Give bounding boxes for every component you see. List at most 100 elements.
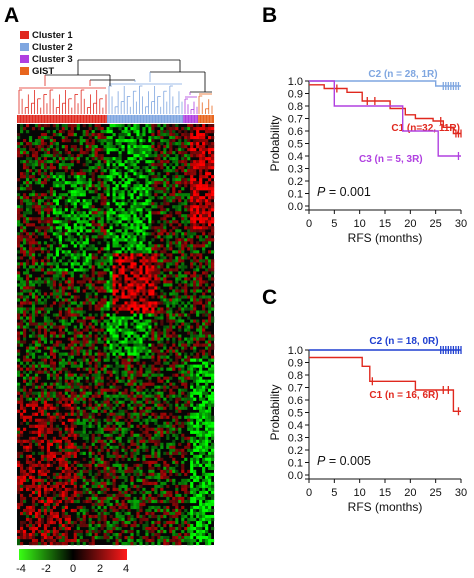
heatmap-cell xyxy=(58,208,62,212)
heatmap-cell xyxy=(121,400,125,404)
heatmap-cell xyxy=(124,280,128,284)
heatmap-cell xyxy=(148,208,152,212)
heatmap-cell xyxy=(175,256,179,260)
heatmap-cell xyxy=(28,307,33,311)
heatmap-cell xyxy=(166,424,170,428)
heatmap-cell xyxy=(55,376,59,380)
heatmap-cell xyxy=(157,436,161,440)
heatmap-cell xyxy=(157,349,161,353)
heatmap-cell xyxy=(115,274,119,278)
heatmap-cell xyxy=(178,238,182,242)
heatmap-cell xyxy=(205,199,209,203)
heatmap-cell xyxy=(22,448,27,452)
heatmap-cell xyxy=(193,220,197,224)
heatmap-cell xyxy=(139,355,143,359)
heatmap-cell xyxy=(31,436,36,440)
heatmap-cell xyxy=(208,286,212,290)
heatmap-cell xyxy=(208,319,212,323)
heatmap-cell xyxy=(154,403,158,407)
heatmap-cell xyxy=(124,277,128,281)
heatmap-cell xyxy=(82,178,86,182)
heatmap-cell xyxy=(178,166,182,170)
heatmap-cell xyxy=(151,226,155,230)
heatmap-cell xyxy=(100,454,104,458)
heatmap-cell xyxy=(28,181,33,185)
heatmap-cell xyxy=(196,286,200,290)
heatmap-cell xyxy=(127,226,131,230)
heatmap-cell xyxy=(169,316,173,320)
heatmap-cell xyxy=(106,304,110,308)
heatmap-cell xyxy=(151,154,155,158)
heatmap-cell xyxy=(160,217,164,221)
heatmap-cell xyxy=(172,193,176,197)
heatmap-cell xyxy=(37,343,42,347)
heatmap-cell xyxy=(208,427,212,431)
heatmap-cell xyxy=(52,373,56,377)
heatmap-cell xyxy=(94,439,98,443)
heatmap-cell xyxy=(154,451,158,455)
heatmap-cell xyxy=(142,292,146,296)
heatmap-cell xyxy=(85,151,89,155)
heatmap-cell xyxy=(184,232,188,236)
heatmap-cell xyxy=(17,187,21,191)
heatmap-cell xyxy=(169,235,173,239)
heatmap-cell xyxy=(118,454,122,458)
heatmap-cell xyxy=(25,295,30,299)
heatmap-cell xyxy=(133,301,137,305)
heatmap-cell xyxy=(82,184,86,188)
heatmap-cell xyxy=(136,403,140,407)
heatmap-cell xyxy=(133,433,137,437)
heatmap-cell xyxy=(37,325,42,329)
heatmap-cell xyxy=(127,244,131,248)
heatmap-cell xyxy=(70,238,74,242)
heatmap-cell xyxy=(49,337,54,341)
heatmap-cell xyxy=(25,235,30,239)
heatmap-cell xyxy=(25,271,30,275)
heatmap-cell xyxy=(25,322,30,326)
heatmap-cell xyxy=(130,178,134,182)
heatmap-cell xyxy=(133,388,137,392)
heatmap-cell xyxy=(187,391,191,395)
heatmap-cell xyxy=(79,148,83,152)
heatmap-cell xyxy=(76,340,80,344)
heatmap-cell xyxy=(118,379,122,383)
heatmap-cell xyxy=(40,433,45,437)
heatmap-cell xyxy=(196,184,200,188)
heatmap-cell xyxy=(103,262,107,266)
heatmap-cell xyxy=(172,325,176,329)
heatmap-cell xyxy=(25,274,30,278)
heatmap-cell xyxy=(76,310,80,314)
heatmap-cell xyxy=(190,382,194,386)
heatmap-cell xyxy=(184,274,188,278)
heatmap-cell xyxy=(97,211,101,215)
heatmap-cell xyxy=(202,265,206,269)
heatmap-cell xyxy=(193,232,197,236)
heatmap-cell xyxy=(85,169,89,173)
heatmap-cell xyxy=(61,394,65,398)
heatmap-cell xyxy=(166,235,170,239)
heatmap-cell xyxy=(205,268,209,272)
heatmap-cell xyxy=(172,268,176,272)
heatmap-cell xyxy=(124,160,128,164)
heatmap-cell xyxy=(124,238,128,242)
heatmap-cell xyxy=(154,229,158,233)
heatmap-cell xyxy=(115,244,119,248)
heatmap-cell xyxy=(127,148,131,152)
heatmap-cell xyxy=(109,139,113,143)
legend-label-gist: GIST xyxy=(32,66,54,77)
heatmap-cell xyxy=(148,409,152,413)
heatmap-cell xyxy=(199,244,203,248)
heatmap-cell xyxy=(133,163,137,167)
heatmap-cell xyxy=(148,394,152,398)
heatmap-cell xyxy=(136,451,140,455)
heatmap-cell xyxy=(121,442,125,446)
heatmap-cell xyxy=(211,430,215,434)
heatmap-cell xyxy=(58,427,62,431)
heatmap-cell xyxy=(199,376,203,380)
heatmap-cell xyxy=(166,124,170,128)
heatmap-cell xyxy=(202,199,206,203)
heatmap-cell xyxy=(208,421,212,425)
heatmap-cell xyxy=(55,235,59,239)
heatmap-cell xyxy=(115,379,119,383)
heatmap-cell xyxy=(31,142,36,146)
